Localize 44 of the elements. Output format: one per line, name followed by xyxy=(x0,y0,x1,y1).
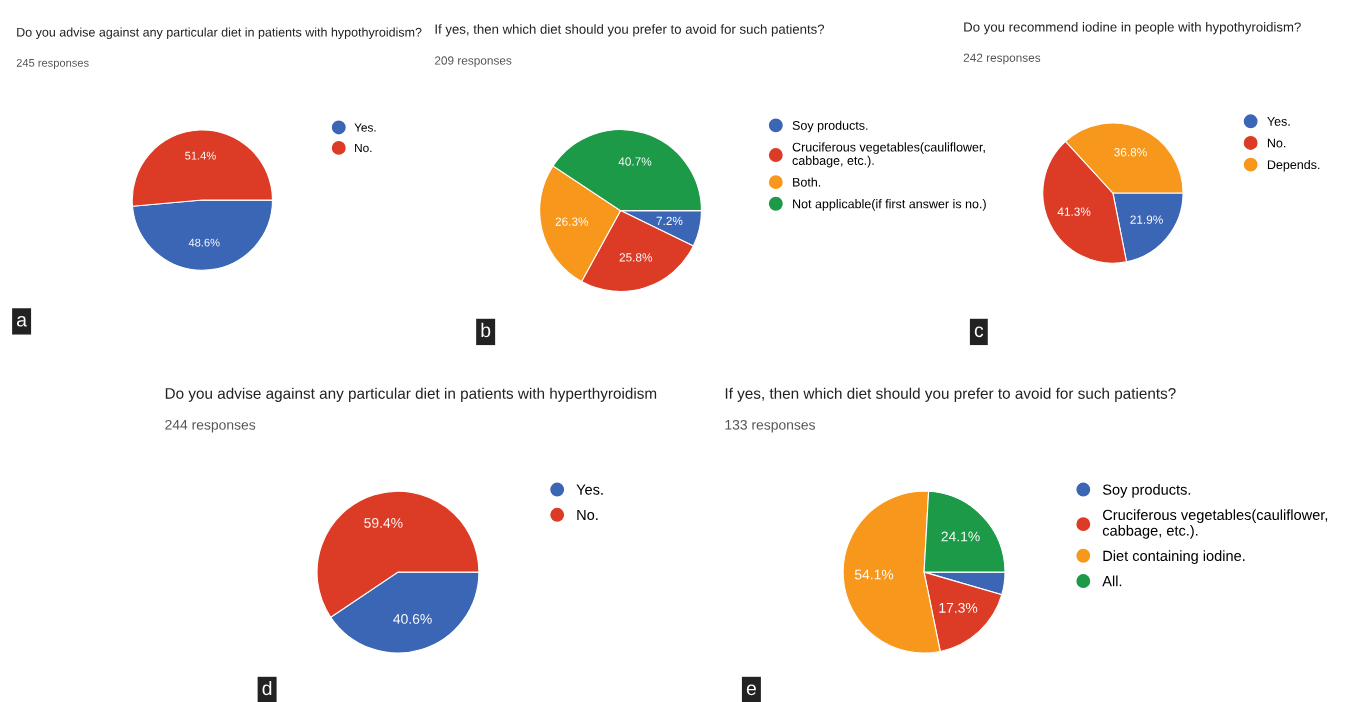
legend-label: No. xyxy=(577,509,598,521)
data-label: 17.3% xyxy=(939,602,978,613)
legend-label: Cruciferous vegetables(cauliflower, cabbage, etc.). xyxy=(1102,509,1328,539)
chart-title: If yes, then which diet should you prefer to avoid for such patients? xyxy=(725,387,1176,402)
text: b xyxy=(481,322,491,338)
legend-label: Yes. xyxy=(354,123,376,132)
legend-label: Diet containing iodine. xyxy=(1103,550,1245,564)
data-label: 26.3% xyxy=(555,217,589,226)
legend-label: Cruciferous vegetables(cauliflower, cabbage, etc.). xyxy=(792,142,985,168)
chart-title: If yes, then which diet should you prefer to avoid for such patients? xyxy=(435,24,825,37)
data-label: 24.1% xyxy=(941,531,980,542)
data-label: 54.1% xyxy=(854,569,894,580)
chart-subtitle: 242 responses xyxy=(963,53,1041,65)
chart-subtitle: 244 responses xyxy=(165,419,256,433)
data-label: 40.7% xyxy=(618,157,652,166)
legend-label: No. xyxy=(355,143,372,153)
data-label: 59.4% xyxy=(364,518,403,528)
legend-label: Soy products. xyxy=(1102,484,1191,498)
chart-title: Do you advise against any particular diet in patients with hypothyroidism? xyxy=(17,27,422,40)
data-label: 41.3% xyxy=(1057,207,1091,216)
text: c xyxy=(974,326,984,338)
legend-label: Soy products. xyxy=(792,120,868,133)
chart-title: Do you recommend iodine in people with hypothyroidism? xyxy=(964,22,1301,35)
data-label: 40.6% xyxy=(393,614,432,624)
data-label: 51.4% xyxy=(185,151,216,160)
legend-label: Both. xyxy=(793,177,821,187)
data-label: 48.6% xyxy=(188,238,220,247)
legend-label: Not applicable(if first answer is no.) xyxy=(793,199,986,211)
legend-label: Depends. xyxy=(1267,159,1320,172)
data-label: 36.8% xyxy=(1114,148,1147,157)
data-label: 21.9% xyxy=(1130,215,1163,224)
text: d xyxy=(262,680,272,696)
legend-label: No. xyxy=(1267,138,1286,148)
legend-label: Yes. xyxy=(1267,117,1290,126)
chart-subtitle: 245 responses xyxy=(16,58,89,69)
text: e xyxy=(746,684,756,696)
data-label: 25.8% xyxy=(619,253,653,262)
text: a xyxy=(17,315,27,327)
data-label: 7.2% xyxy=(656,216,683,225)
legend-label: Yes. xyxy=(576,484,603,495)
chart-title: Do you advise against any particular diet in patients with hyperthyroidism xyxy=(165,387,657,402)
legend-label: All. xyxy=(1102,575,1122,587)
chart-subtitle: 209 responses xyxy=(434,56,512,68)
chart-subtitle: 133 responses xyxy=(725,419,816,433)
